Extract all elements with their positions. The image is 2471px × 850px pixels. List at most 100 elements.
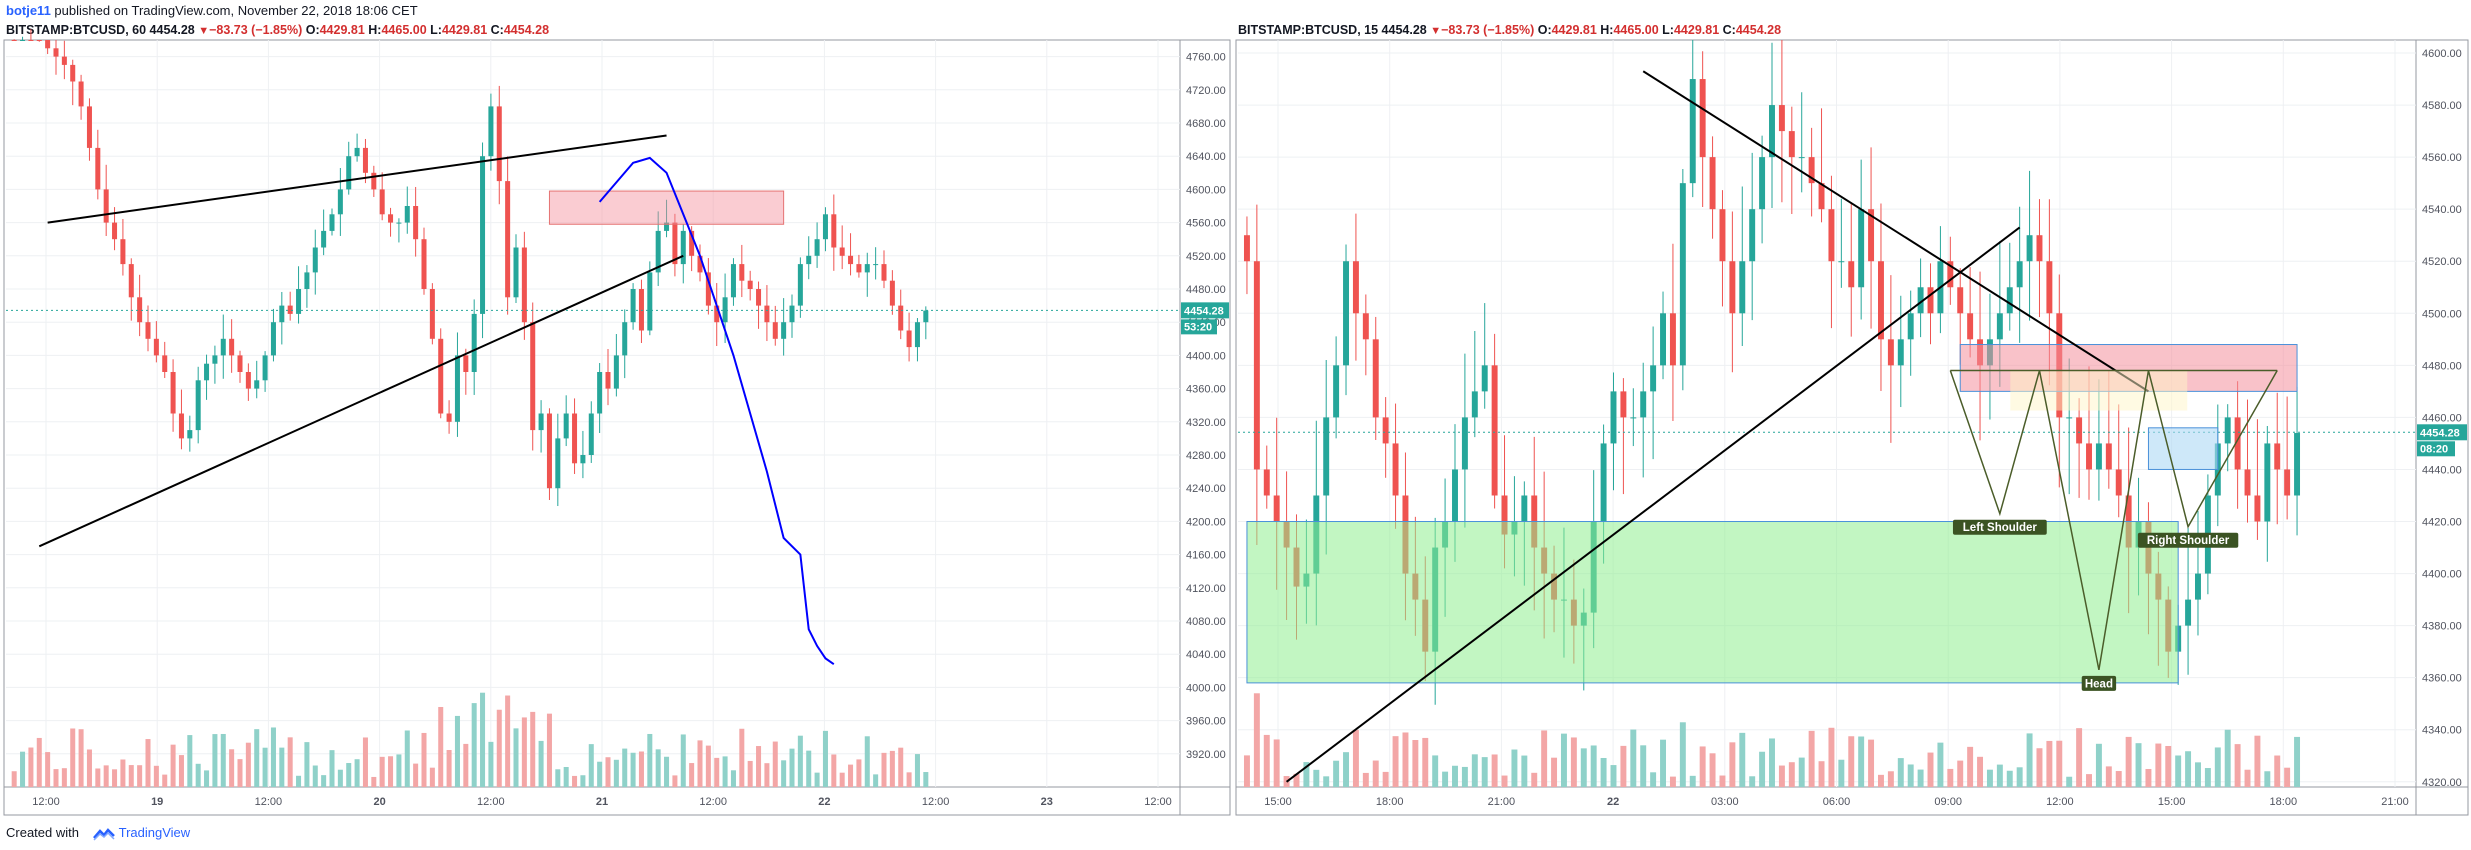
volume-bar xyxy=(1333,760,1340,787)
volume-bar xyxy=(1937,742,1944,787)
candle-body xyxy=(739,264,745,281)
volume-bar xyxy=(923,772,929,787)
volume-bar xyxy=(2254,735,2261,787)
y-tick-label: 4520.00 xyxy=(1186,251,1226,263)
left-low-label: L: xyxy=(430,23,442,37)
volume-bar xyxy=(2046,740,2053,787)
candle-body xyxy=(20,40,26,41)
candle-body xyxy=(1461,417,1468,470)
candle-body xyxy=(1323,417,1330,496)
volume-bar xyxy=(1996,764,2003,787)
y-tick-label: 3960.00 xyxy=(1186,716,1226,728)
left-chart-panel[interactable]: 4760.00 4720.00 4680.00 4640.00 4600.00 4560.… xyxy=(3,29,1231,816)
volume-bar xyxy=(178,755,184,787)
y-tick-label: 4200.00 xyxy=(1186,516,1226,528)
published-text: published on TradingView.com, November 2… xyxy=(50,3,418,18)
y-tick-label: 4560.00 xyxy=(1186,218,1226,230)
volume-bar xyxy=(1452,765,1458,787)
x-tick-label: 12:00 xyxy=(2046,796,2074,808)
candle-body xyxy=(287,305,293,314)
y-tick-label: 4040.00 xyxy=(1186,649,1226,661)
candle-body xyxy=(178,413,184,439)
candle-body xyxy=(2284,469,2291,496)
volume-bar xyxy=(1986,769,1993,787)
created-with-text: Created with xyxy=(6,825,79,840)
volume-bar xyxy=(103,765,109,787)
volume-bar xyxy=(1808,730,1815,787)
candle-body xyxy=(254,380,260,389)
candle-body xyxy=(312,247,318,273)
candle-body xyxy=(1927,287,1934,314)
tradingview-brand-link[interactable]: TradingView xyxy=(118,825,191,840)
volume-bar xyxy=(1848,736,1855,787)
candle-body xyxy=(1967,313,1974,340)
volume-bar xyxy=(697,740,703,787)
candle-body xyxy=(714,305,720,323)
volume-bar xyxy=(287,737,293,787)
lower-trendline[interactable] xyxy=(38,254,684,548)
volume-bar xyxy=(756,746,762,787)
candle-body xyxy=(705,272,711,306)
volume-bar xyxy=(1640,745,1647,787)
volume-bar xyxy=(580,775,586,787)
candle-body xyxy=(2274,443,2281,470)
candle-body xyxy=(848,255,854,265)
volume-bar xyxy=(814,772,820,787)
candle-body xyxy=(421,239,427,289)
volume-bar xyxy=(86,749,92,787)
volume-bar xyxy=(873,774,879,787)
head-and-shoulders-pattern[interactable] xyxy=(1949,370,2278,671)
left-down-arrow-icon: ▼ xyxy=(198,25,210,37)
support-zone[interactable] xyxy=(1246,521,2179,684)
volume-bar xyxy=(1263,734,1270,787)
volume-bar xyxy=(61,768,67,787)
volume-bar xyxy=(1461,766,1468,787)
volume-bar xyxy=(371,776,377,787)
volume-bar xyxy=(764,763,770,787)
upper-trendline[interactable] xyxy=(47,134,667,224)
author-link[interactable]: botje11 xyxy=(6,3,51,18)
volume-bar xyxy=(2076,728,2083,787)
volume-bar xyxy=(1868,739,1875,787)
descending-trendline[interactable] xyxy=(1642,70,2149,393)
candle-body xyxy=(2066,417,2073,419)
candle-body xyxy=(772,322,778,339)
volume-bar xyxy=(1392,736,1399,787)
volume-bar xyxy=(471,703,477,787)
volume-bar xyxy=(28,747,34,787)
volume-bar xyxy=(521,717,527,787)
volume-bar xyxy=(1521,755,1528,787)
resistance-zone[interactable] xyxy=(548,190,785,225)
candle-body xyxy=(1858,209,1865,288)
volume-bar xyxy=(655,749,661,787)
volume-bar xyxy=(1739,732,1746,787)
candle-body xyxy=(112,222,118,240)
candle-body xyxy=(1878,261,1884,340)
candle-body xyxy=(2076,417,2083,444)
y-tick-label: 4520.00 xyxy=(2422,256,2462,268)
volume-bar xyxy=(1243,755,1250,787)
y-tick-label: 4080.00 xyxy=(1186,616,1226,628)
small-zone[interactable] xyxy=(2147,427,2219,470)
candle-body xyxy=(1679,183,1686,366)
candle-body xyxy=(881,264,887,281)
right-chart-panel[interactable]: 4600.00 4580.00 4560.00 4540.00 4520.00 4500.… xyxy=(1235,39,2469,816)
ascending-trendline[interactable] xyxy=(1285,226,2021,783)
left-open-label: O: xyxy=(305,23,320,37)
candle-body xyxy=(1897,339,1904,366)
volume-bar xyxy=(2086,774,2092,787)
volume-bar xyxy=(170,744,176,787)
candle-body xyxy=(1788,131,1795,158)
candle-body xyxy=(1947,261,1954,288)
candle-body xyxy=(2105,443,2112,470)
volume-bar xyxy=(2145,768,2152,787)
volume-bar xyxy=(1828,727,1835,787)
projection-curve[interactable] xyxy=(598,156,835,665)
candle-body xyxy=(103,189,109,223)
volume-bar xyxy=(1531,772,1538,787)
candle-body xyxy=(1818,183,1825,210)
volume-bar xyxy=(329,750,335,787)
volume-bar xyxy=(730,770,736,787)
candle-body xyxy=(505,181,511,298)
